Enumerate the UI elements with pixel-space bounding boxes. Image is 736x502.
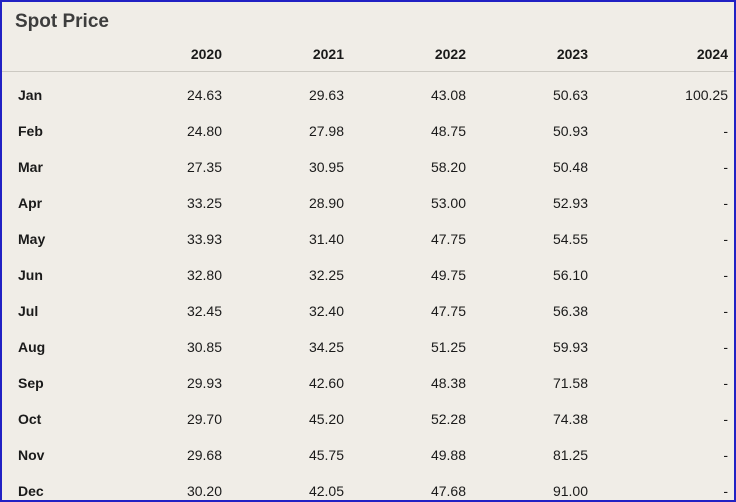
cell-value: 29.70 — [186, 411, 222, 427]
cell-value: 31.40 — [308, 231, 344, 247]
cell-value: 54.55 — [552, 231, 588, 247]
table-row: Nov 29.68 45.75 49.88 81.25 - — [2, 437, 734, 473]
cell-value: 29.93 — [186, 375, 222, 391]
row-label-month: Nov — [18, 447, 45, 463]
cell-value: 100.25 — [685, 87, 728, 103]
cell-value: - — [723, 159, 728, 175]
table-row: Apr 33.25 28.90 53.00 52.93 - — [2, 185, 734, 221]
row-label-month: Oct — [18, 411, 42, 427]
cell-value: - — [723, 303, 728, 319]
cell-value: 53.00 — [430, 195, 466, 211]
table-row: Jul 32.45 32.40 47.75 56.38 - — [2, 293, 734, 329]
cell-value: 45.20 — [308, 411, 344, 427]
table-row: Sep 29.93 42.60 48.38 71.58 - — [2, 365, 734, 401]
table-row: Jan 24.63 29.63 43.08 50.63 100.25 — [2, 72, 734, 114]
cell-value: 42.05 — [308, 483, 344, 499]
cell-value: 47.75 — [430, 303, 466, 319]
cell-value: 47.68 — [430, 483, 466, 499]
table-row: Aug 30.85 34.25 51.25 59.93 - — [2, 329, 734, 365]
cell-value: - — [723, 231, 728, 247]
cell-value: 29.68 — [186, 447, 222, 463]
cell-value: 32.80 — [186, 267, 222, 283]
cell-value: 45.75 — [308, 447, 344, 463]
row-label-month: Apr — [18, 195, 43, 211]
row-label-month: Aug — [18, 339, 46, 355]
cell-value: 34.25 — [308, 339, 344, 355]
cell-value: 30.20 — [186, 483, 222, 499]
header-year-2020: 2020 — [124, 46, 246, 72]
cell-value: 33.93 — [186, 231, 222, 247]
cell-value: - — [723, 195, 728, 211]
table-header: 2020 2021 2022 2023 2024 — [2, 46, 734, 72]
cell-value: 56.38 — [552, 303, 588, 319]
page-title: Spot Price — [15, 11, 109, 32]
cell-value: 27.35 — [186, 159, 222, 175]
header-year-2023: 2023 — [490, 46, 612, 72]
cell-value: 74.38 — [552, 411, 588, 427]
cell-value: 48.38 — [430, 375, 466, 391]
row-label-month: Mar — [18, 159, 43, 175]
cell-value: 30.95 — [308, 159, 344, 175]
cell-value: - — [723, 339, 728, 355]
cell-value: 29.63 — [308, 87, 344, 103]
cell-value: 24.63 — [186, 87, 222, 103]
cell-value: 49.75 — [430, 267, 466, 283]
cell-value: - — [723, 411, 728, 427]
row-label-month: Jul — [18, 303, 39, 319]
header-year-2024: 2024 — [612, 46, 734, 72]
cell-value: 59.93 — [552, 339, 588, 355]
header-corner-cell — [2, 46, 124, 72]
header-year-2021: 2021 — [246, 46, 368, 72]
table-body: Jan 24.63 29.63 43.08 50.63 100.25 Feb 2… — [2, 72, 734, 501]
table-row: May 33.93 31.40 47.75 54.55 - — [2, 221, 734, 257]
cell-value: 43.08 — [430, 87, 466, 103]
cell-value: 50.93 — [552, 123, 588, 139]
cell-value: - — [723, 447, 728, 463]
cell-value: 50.63 — [552, 87, 588, 103]
row-label-month: Jun — [18, 267, 43, 283]
cell-value: 49.88 — [430, 447, 466, 463]
cell-value: 48.75 — [430, 123, 466, 139]
cell-value: 30.85 — [186, 339, 222, 355]
cell-value: 56.10 — [552, 267, 588, 283]
cell-value: 81.25 — [552, 447, 588, 463]
header-year-2022: 2022 — [368, 46, 490, 72]
cell-value: 52.93 — [552, 195, 588, 211]
cell-value: - — [723, 483, 728, 499]
row-label-month: Jan — [18, 87, 43, 103]
header-row: 2020 2021 2022 2023 2024 — [2, 46, 734, 72]
cell-value: 50.48 — [552, 159, 588, 175]
cell-value: 58.20 — [430, 159, 466, 175]
table-row: Jun 32.80 32.25 49.75 56.10 - — [2, 257, 734, 293]
cell-value: 52.28 — [430, 411, 466, 427]
table-row: Dec 30.20 42.05 47.68 91.00 - — [2, 473, 734, 500]
table-row: Oct 29.70 45.20 52.28 74.38 - — [2, 401, 734, 437]
cell-value: 32.25 — [308, 267, 344, 283]
cell-value: - — [723, 267, 728, 283]
row-label-month: Feb — [18, 123, 43, 139]
cell-value: - — [723, 123, 728, 139]
cell-value: 42.60 — [308, 375, 344, 391]
cell-value: 91.00 — [552, 483, 588, 499]
cell-value: 33.25 — [186, 195, 222, 211]
cell-value: 51.25 — [430, 339, 466, 355]
cell-value: 28.90 — [308, 195, 344, 211]
cell-value: 32.45 — [186, 303, 222, 319]
cell-value: 47.75 — [430, 231, 466, 247]
cell-value: 27.98 — [308, 123, 344, 139]
cell-value: - — [723, 375, 728, 391]
row-label-month: Sep — [18, 375, 44, 391]
cell-value: 32.40 — [308, 303, 344, 319]
spot-price-table: 2020 2021 2022 2023 2024 Jan 24.63 29.63… — [2, 46, 734, 501]
cell-value: 71.58 — [552, 375, 588, 391]
table-row: Feb 24.80 27.98 48.75 50.93 - — [2, 113, 734, 149]
row-label-month: May — [18, 231, 46, 247]
row-label-month: Dec — [18, 483, 44, 499]
cell-value: 24.80 — [186, 123, 222, 139]
table-row: Mar 27.35 30.95 58.20 50.48 - — [2, 149, 734, 185]
